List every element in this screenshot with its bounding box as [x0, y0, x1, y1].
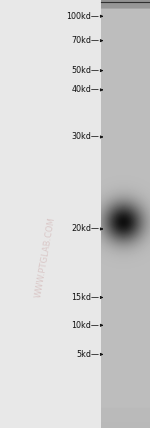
Text: 40kd—: 40kd—	[71, 85, 99, 95]
Text: 20kd—: 20kd—	[71, 224, 99, 234]
Text: 100kd—: 100kd—	[66, 12, 99, 21]
Text: 50kd—: 50kd—	[71, 66, 99, 75]
Text: 5kd—: 5kd—	[76, 350, 99, 359]
Text: 10kd—: 10kd—	[71, 321, 99, 330]
Text: 15kd—: 15kd—	[71, 293, 99, 302]
Text: 30kd—: 30kd—	[71, 132, 99, 142]
Text: WWW.PTGLAB.COM: WWW.PTGLAB.COM	[33, 216, 57, 298]
Text: 70kd—: 70kd—	[71, 36, 99, 45]
